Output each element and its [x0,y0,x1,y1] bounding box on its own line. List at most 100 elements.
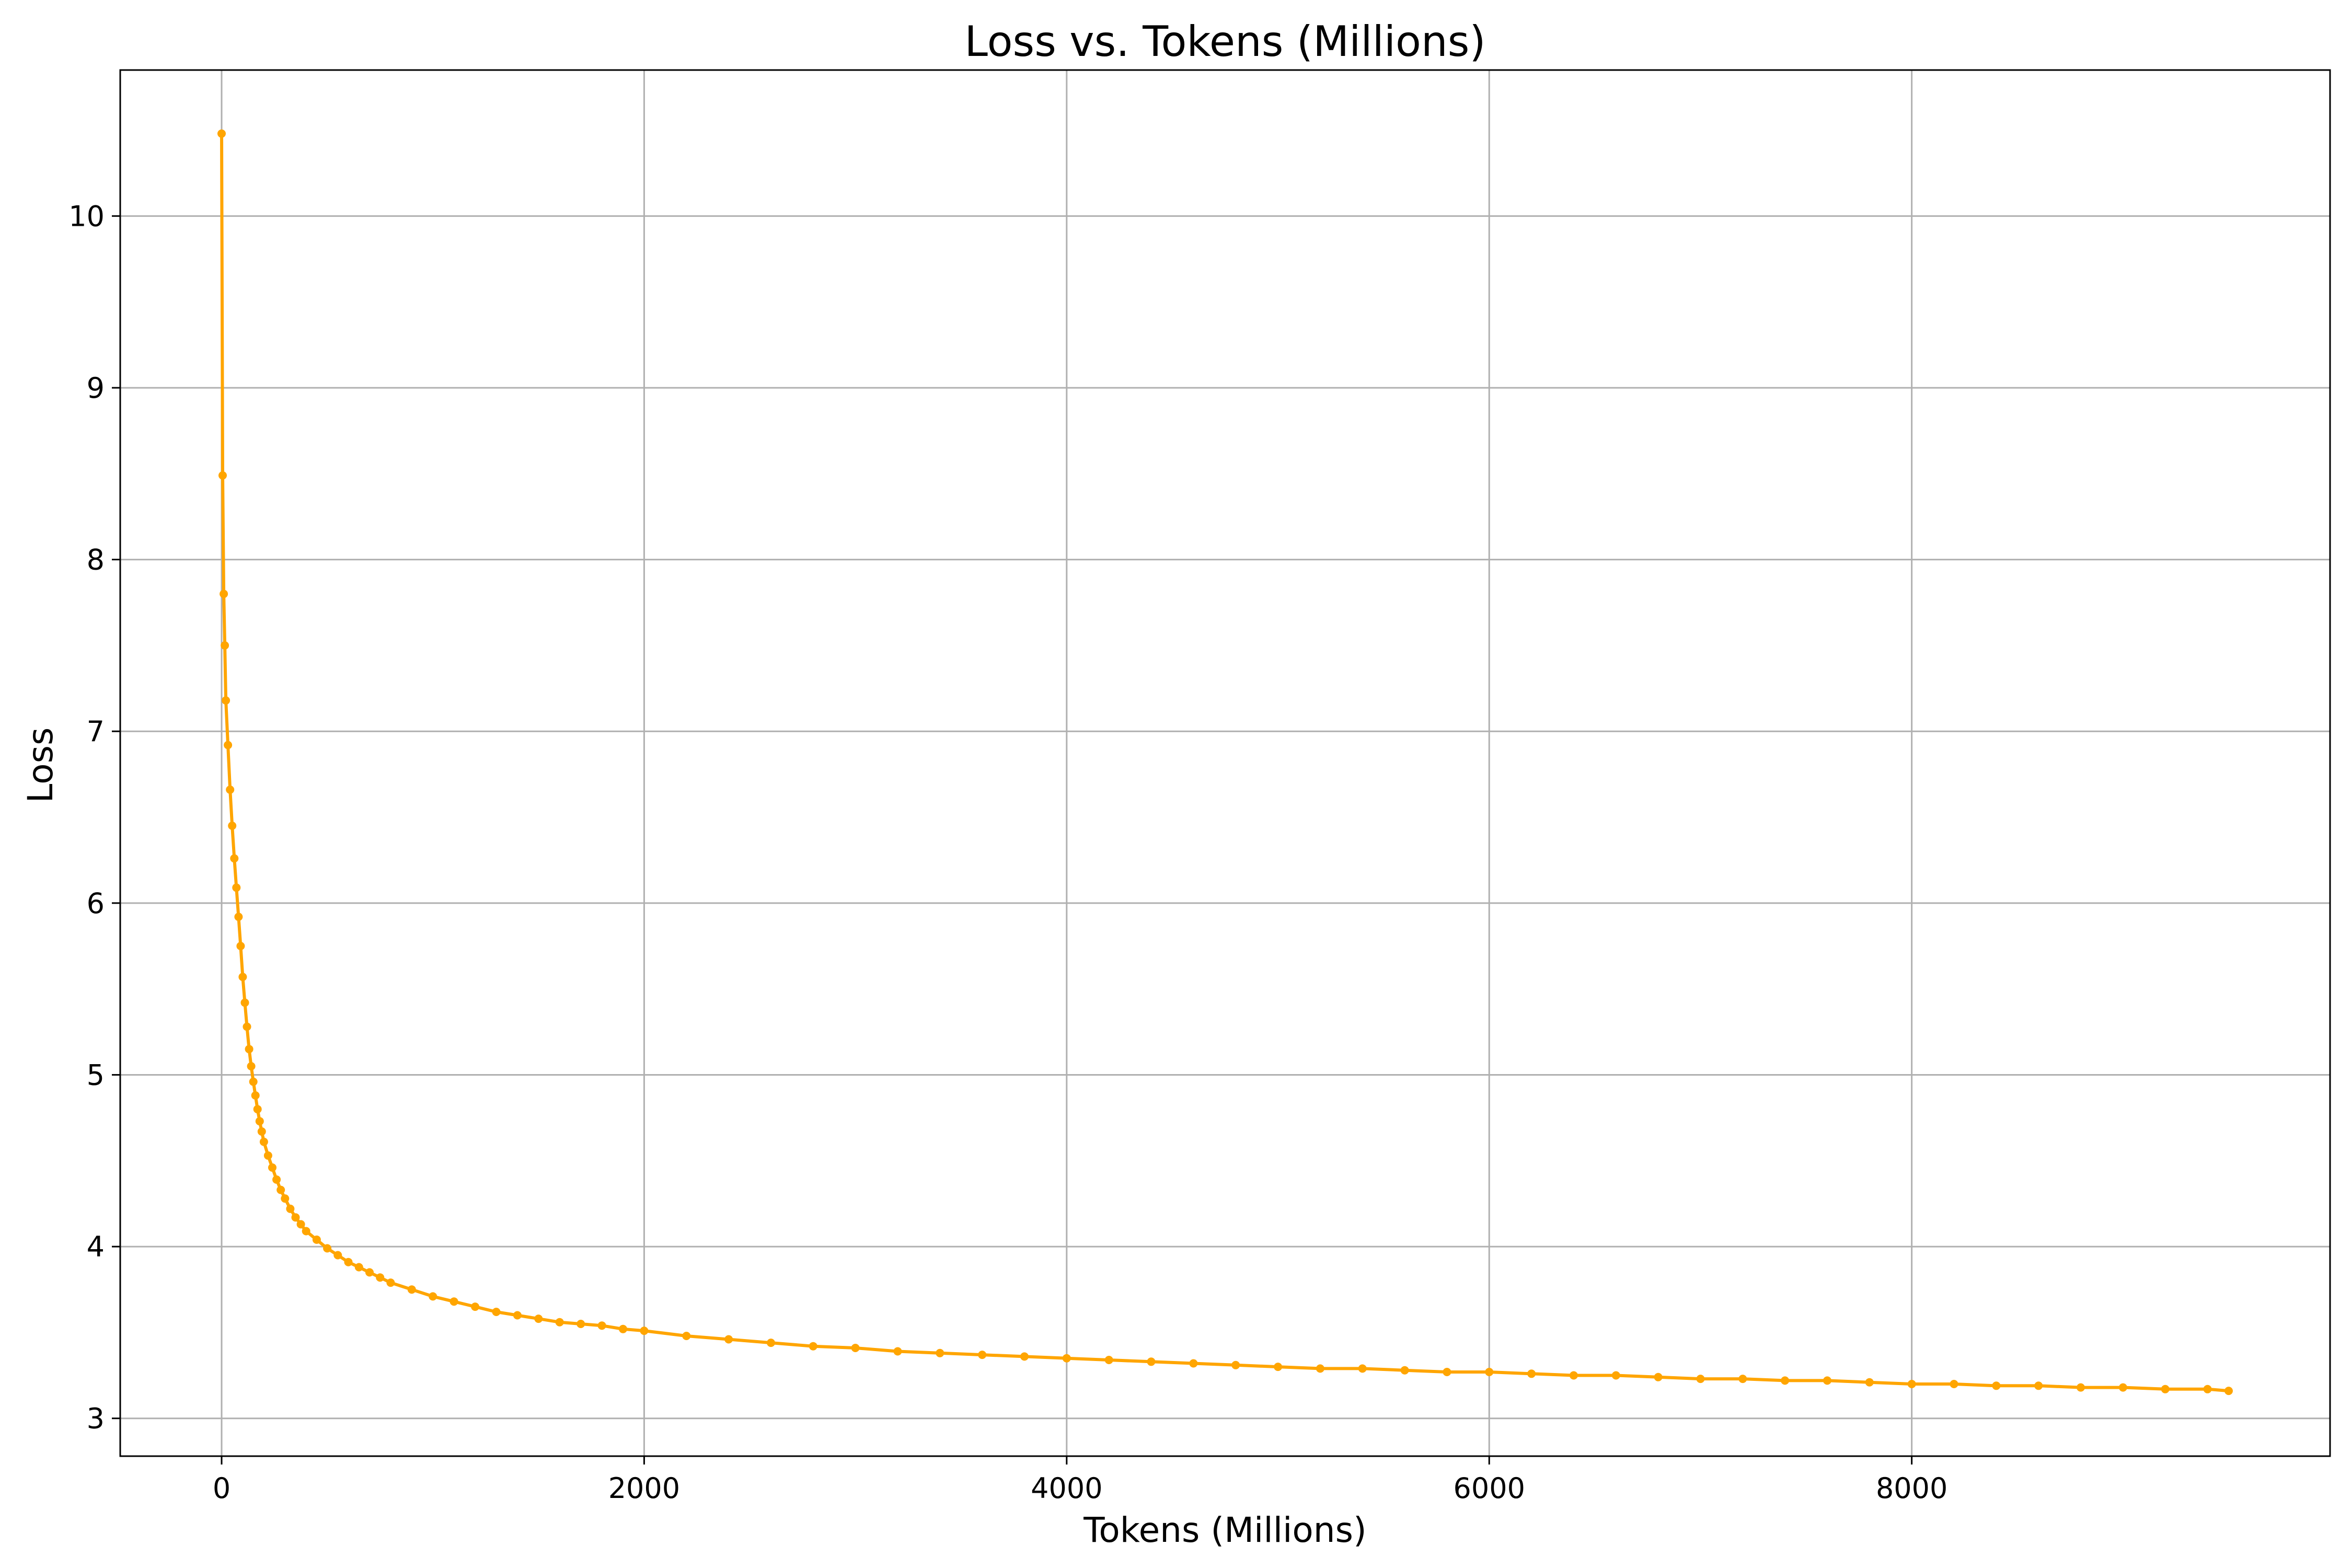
data-point [281,1194,290,1203]
data-point [936,1348,944,1357]
data-point [978,1351,987,1359]
y-tick-label: 10 [68,200,105,233]
data-point [226,785,235,794]
x-tick-label: 8000 [1876,1472,1947,1505]
data-point [471,1302,480,1311]
data-point [238,973,247,982]
data-point [291,1213,300,1222]
data-point [492,1308,501,1316]
data-point [2224,1387,2233,1396]
data-point [354,1263,363,1272]
data-point [1781,1376,1790,1385]
data-point [263,1151,272,1160]
data-point [386,1278,395,1287]
data-point [619,1324,627,1333]
data-point [1274,1363,1283,1371]
data-point [893,1347,902,1356]
data-point [296,1220,305,1229]
data-point [2203,1385,2212,1393]
data-point [1823,1376,1831,1385]
data-point [243,1022,251,1031]
data-point [429,1292,437,1301]
data-point [365,1268,374,1277]
data-point [767,1339,775,1347]
data-point [251,1091,260,1100]
plot-frame [119,69,2331,1457]
series-layer [217,129,2233,1396]
data-point [221,641,229,650]
y-tick-label: 3 [87,1402,105,1435]
data-point [1527,1369,1536,1378]
data-point [344,1258,353,1266]
data-point [2034,1381,2043,1390]
y-tick-label: 5 [87,1058,105,1091]
data-point [1696,1375,1705,1383]
data-point [640,1327,649,1335]
data-point [449,1297,458,1306]
data-point [249,1077,258,1086]
data-point [1654,1373,1663,1381]
data-point [240,998,249,1007]
data-point [2077,1383,2085,1392]
data-point [286,1204,295,1213]
data-point [534,1315,543,1323]
data-point [245,1045,253,1054]
data-point [255,1117,264,1126]
data-point [236,942,245,950]
data-point [597,1321,606,1330]
data-point [1611,1371,1620,1380]
data-point [1738,1375,1747,1383]
data-point [513,1311,522,1320]
x-tick-label: 2000 [608,1472,680,1505]
data-point [1569,1371,1578,1380]
data-point [1400,1366,1409,1375]
data-point [323,1244,332,1253]
data-point [1358,1364,1367,1373]
x-tick-label: 6000 [1454,1472,1525,1505]
data-point [230,854,239,863]
y-tick-label: 8 [87,544,105,577]
data-point [809,1342,817,1351]
data-point [2161,1385,2170,1393]
x-tick-label: 4000 [1031,1472,1102,1505]
data-point [1020,1352,1029,1361]
data-point [2118,1383,2127,1392]
data-point [268,1163,276,1172]
data-point [577,1320,585,1328]
y-tick-label: 6 [87,887,105,920]
data-point [312,1235,321,1244]
data-point [333,1251,342,1260]
data-point [228,821,237,830]
data-point [1104,1356,1113,1364]
data-point [232,883,241,892]
data-point [851,1344,860,1352]
data-point [247,1062,256,1070]
data-point [1485,1368,1494,1376]
data-point [1865,1378,1874,1387]
data-point [253,1105,262,1114]
y-tick-label: 4 [87,1230,105,1263]
data-point [1147,1357,1156,1366]
data-point [407,1285,416,1294]
data-point [1950,1380,1958,1388]
data-point [302,1227,310,1236]
chart-title: Loss vs. Tokens (Millions) [964,17,1485,66]
y-axis-label: Loss [20,728,61,803]
data-point [555,1318,564,1327]
data-point [724,1335,733,1344]
y-tick-label: 9 [87,372,105,405]
data-point [1231,1361,1240,1369]
data-point [1443,1368,1451,1376]
data-point [1992,1381,2001,1390]
data-point [220,590,228,598]
data-point [257,1127,266,1136]
data-point [234,913,243,921]
x-axis-label: Tokens (Millions) [1083,1510,1367,1550]
x-tick-label: 0 [213,1472,230,1505]
data-point [682,1332,691,1340]
data-point [224,741,233,750]
data-point [217,129,226,138]
data-point [276,1185,285,1194]
